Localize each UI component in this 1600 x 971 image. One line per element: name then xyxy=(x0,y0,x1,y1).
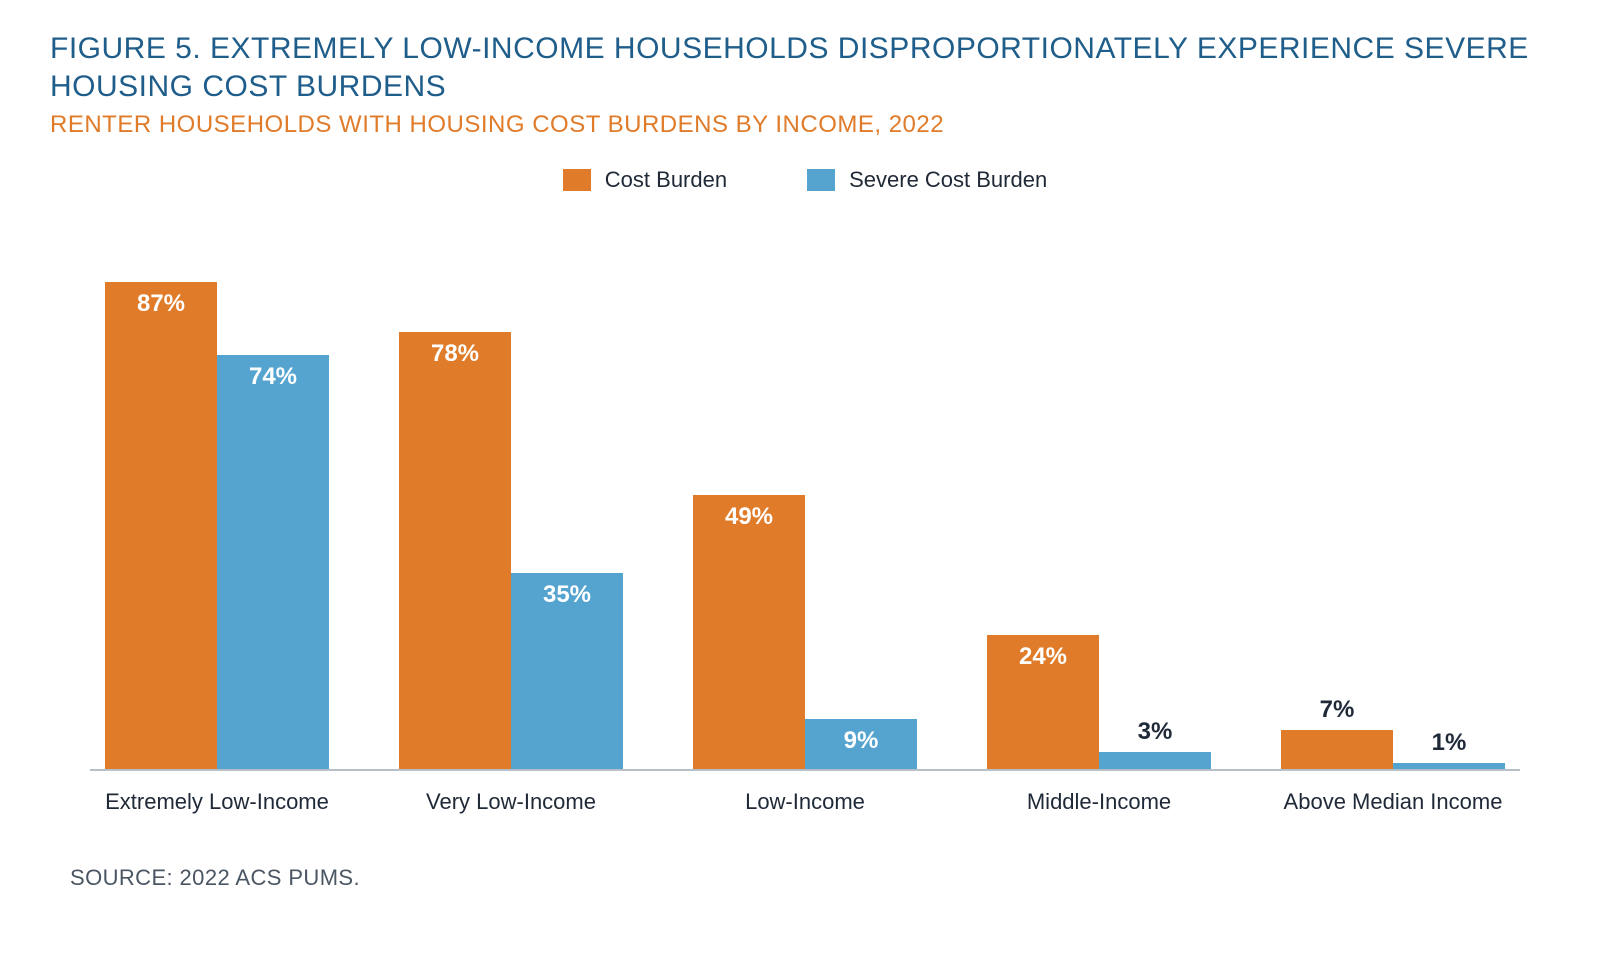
figure-container: FIGURE 5. EXTREMELY LOW-INCOME HOUSEHOLD… xyxy=(0,0,1600,971)
x-axis-category-label: Very Low-Income xyxy=(384,789,638,815)
bar-value-label: 87% xyxy=(137,290,185,318)
legend-label: Severe Cost Burden xyxy=(849,167,1047,193)
figure-subtitle: RENTER HOUSEHOLDS WITH HOUSING COST BURD… xyxy=(50,111,1560,139)
x-axis-category-label: Extremely Low-Income xyxy=(90,789,344,815)
bar-cost-burden: 49% xyxy=(693,495,805,769)
bar-value-label: 9% xyxy=(844,727,879,755)
figure-source: SOURCE: 2022 ACS PUMS. xyxy=(70,865,1560,891)
x-axis-category-label: Middle-Income xyxy=(972,789,1226,815)
x-axis-category-label: Low-Income xyxy=(678,789,932,815)
bar-value-label: 24% xyxy=(1019,643,1067,671)
x-axis-labels: Extremely Low-Income Very Low-Income Low-I… xyxy=(90,789,1520,815)
bar-group: 7%1% xyxy=(1266,211,1520,769)
bar-value-label: 7% xyxy=(1320,696,1355,724)
bar-cost-burden: 7% xyxy=(1281,730,1393,769)
bar-cost-burden: 78% xyxy=(399,332,511,769)
bar-group: 49% 9% xyxy=(678,211,932,769)
bar-severe-cost-burden: 9% xyxy=(805,719,917,769)
bar-cost-burden: 24% xyxy=(987,635,1099,769)
legend-item-cost-burden: Cost Burden xyxy=(563,167,727,193)
bar-value-label: 74% xyxy=(249,363,297,391)
bar-group: 78% 35% xyxy=(384,211,638,769)
legend-swatch-icon xyxy=(807,169,835,191)
bar-severe-cost-burden: 35% xyxy=(511,573,623,769)
bar-severe-cost-burden: 1% xyxy=(1393,763,1505,769)
legend-item-severe-cost-burden: Severe Cost Burden xyxy=(807,167,1047,193)
legend-swatch-icon xyxy=(563,169,591,191)
legend-label: Cost Burden xyxy=(605,167,727,193)
title-block: FIGURE 5. EXTREMELY LOW-INCOME HOUSEHOLD… xyxy=(50,30,1560,139)
chart-plot: 87%74%78%35%49%9%24%3%7%1% xyxy=(90,211,1520,771)
bar-value-label: 1% xyxy=(1432,729,1467,757)
chart-legend: Cost Burden Severe Cost Burden xyxy=(50,167,1560,193)
bar-value-label: 49% xyxy=(725,503,773,531)
figure-title: FIGURE 5. EXTREMELY LOW-INCOME HOUSEHOLD… xyxy=(50,30,1560,105)
bar-group: 24% 3% xyxy=(972,211,1226,769)
bar-cost-burden: 87% xyxy=(105,282,217,769)
bar-severe-cost-burden: 3% xyxy=(1099,752,1211,769)
bar-value-label: 35% xyxy=(543,581,591,609)
bar-value-label: 78% xyxy=(431,340,479,368)
chart-area: 87%74%78%35%49%9%24%3%7%1% xyxy=(90,211,1520,771)
bar-group: 87% 74% xyxy=(90,211,344,769)
bar-value-label: 3% xyxy=(1138,718,1173,746)
x-axis-category-label: Above Median Income xyxy=(1266,789,1520,815)
bar-severe-cost-burden: 74% xyxy=(217,355,329,769)
